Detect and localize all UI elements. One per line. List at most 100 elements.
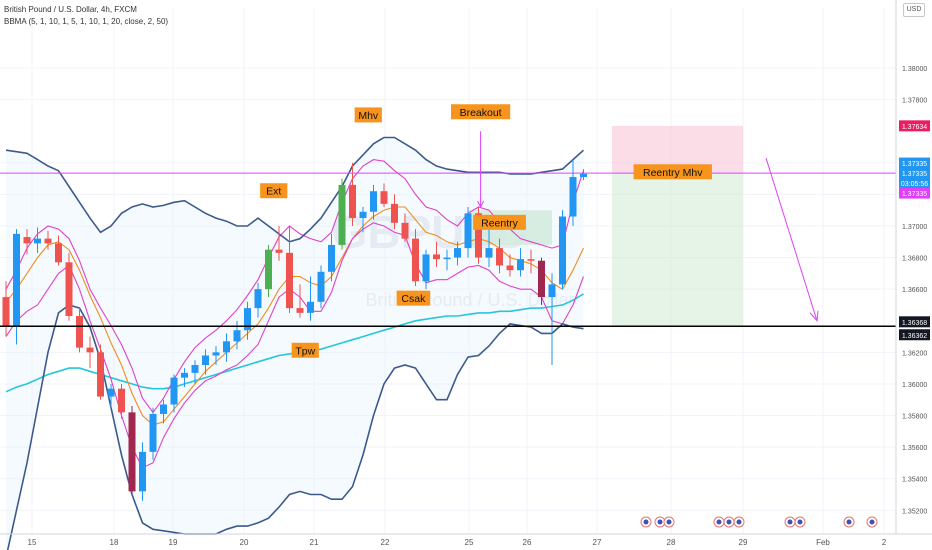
price-label-bg (899, 167, 930, 179)
candle-body (265, 249, 272, 290)
economic-events[interactable] (640, 516, 878, 528)
x-tick-label: 26 (523, 538, 532, 547)
horizontal-levels (0, 131, 896, 328)
x-tick-label: 29 (739, 538, 748, 547)
symbol-title: British Pound / U.S. Dollar, 4h, FXCM (4, 5, 137, 14)
currency-button[interactable]: USD (903, 3, 925, 17)
y-tick-label: 1.38000 (902, 66, 927, 73)
annotation-label-bg (451, 104, 511, 120)
candle-body (412, 238, 419, 282)
candle-body (191, 364, 199, 373)
candle-body (244, 308, 251, 331)
candle-body (380, 191, 388, 204)
annotation-label: Csak (401, 293, 426, 305)
time-axis[interactable]: 15 18 19 20 21 22 25 26 27 28 29 Feb 2 (0, 533, 932, 547)
candle-body (23, 237, 31, 244)
candle-body (506, 265, 514, 271)
price-label-bg (899, 329, 930, 341)
candle-body (391, 203, 398, 223)
candle-body (202, 355, 209, 365)
candle-body (212, 352, 220, 356)
candle-body (160, 404, 167, 414)
annotation-label-bg (260, 183, 288, 199)
flag-icon-center (726, 519, 732, 525)
x-tick-label: 25 (465, 538, 474, 547)
candle-body (464, 213, 472, 249)
candles (2, 159, 587, 501)
price-label: 1.36368 (902, 320, 927, 327)
x-tick-label: 28 (667, 538, 676, 547)
bollinger-upper (5, 136, 585, 243)
x-tick-label: 27 (593, 538, 602, 547)
candle-body (128, 412, 136, 492)
price-label: 1.36362 (902, 333, 927, 340)
annotation-label: Breakout (460, 107, 502, 119)
price-label: 03:05:56 (901, 181, 928, 188)
x-tick-label: 19 (169, 538, 178, 547)
price-label-bg (899, 187, 930, 199)
candle-body (370, 191, 377, 212)
candle-body (496, 248, 503, 266)
x-tick-label: 15 (28, 538, 37, 547)
price-label: 1.37634 (902, 124, 927, 131)
flag-icon-center (869, 519, 875, 525)
candle-body (454, 248, 461, 258)
candle-body (44, 238, 52, 244)
annotation-label: Mhv (358, 110, 379, 122)
candle-body (2, 297, 10, 326)
x-tick-label: 20 (240, 538, 249, 547)
price-label-bg (899, 177, 930, 189)
candle-body (55, 243, 62, 263)
candle-body (527, 259, 535, 261)
candle-body (475, 213, 482, 258)
annotation-label-bg (473, 214, 526, 230)
gridlines (0, 8, 896, 534)
candle-body (118, 388, 125, 413)
take-profit-zone (612, 173, 743, 326)
candle-body (233, 330, 241, 342)
candle-body (139, 451, 146, 492)
breakout-arrowhead (477, 200, 485, 209)
candle-body (307, 301, 314, 313)
flag-icon-center (666, 519, 672, 525)
candle-body (433, 254, 440, 260)
candle-body (13, 233, 20, 326)
flag-icon-center (657, 519, 663, 525)
projection-arrow (765, 157, 818, 321)
candle-body (422, 254, 430, 282)
price-label-bg (899, 316, 930, 328)
y-tick-label: 1.37800 (902, 98, 927, 105)
ma-high-line (5, 159, 585, 414)
candle-body (86, 347, 94, 353)
candle-body (296, 308, 304, 313)
y-tick-label: 1.35600 (902, 445, 927, 452)
candle-body (34, 238, 41, 244)
y-tick-label: 1.37000 (902, 224, 927, 231)
candle-body (548, 284, 556, 298)
x-tick-label: 2 (882, 538, 887, 547)
candle-body (254, 289, 262, 309)
price-axis[interactable]: 1.380001.378001.374001.372001.370001.368… (895, 0, 930, 534)
price-label: 1.37335 (902, 171, 927, 178)
price-label: 1.37335 (902, 161, 927, 168)
candle-body (97, 352, 104, 397)
candle-body (149, 413, 157, 452)
candle-body (317, 271, 325, 302)
flag-icon-center (846, 519, 852, 525)
y-tick-label: 1.35800 (902, 414, 927, 421)
annotation-label-bg (291, 342, 319, 358)
candle-body (538, 260, 545, 298)
y-tick-label: 1.36800 (902, 256, 927, 263)
candle-body (181, 372, 188, 378)
candle-body (223, 341, 230, 353)
candle-body (569, 177, 577, 217)
annotations: Mhv Breakout Ext Reentry Csak Tpw Reentry Mhv (260, 104, 712, 358)
annotation-label-bg (633, 164, 712, 180)
y-tick-label: 1.36000 (902, 382, 927, 389)
candle-body (580, 173, 587, 178)
candle-body (76, 316, 83, 348)
projection-arrowhead (809, 310, 819, 322)
annotation-label: Reentry (481, 217, 519, 229)
